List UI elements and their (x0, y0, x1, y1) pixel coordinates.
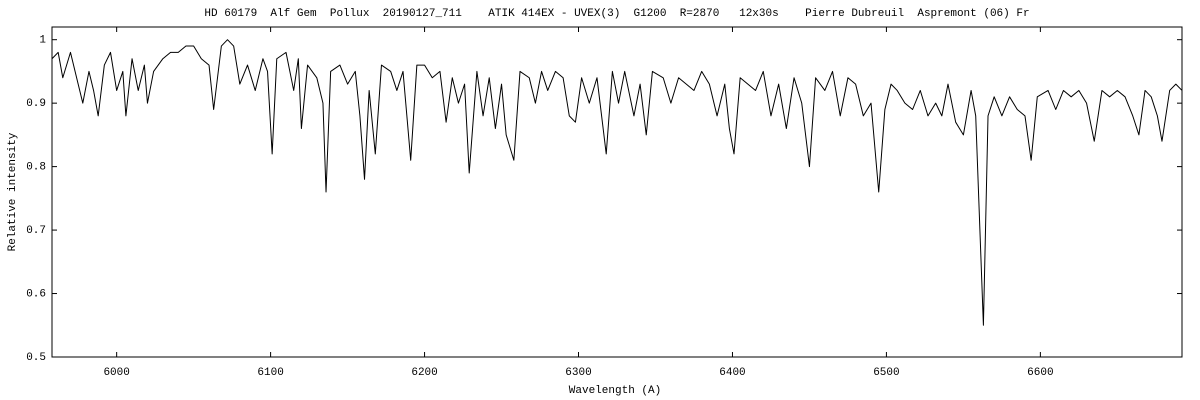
y-tick-label: 0.6 (26, 288, 46, 300)
y-tick-label: 1 (39, 35, 46, 47)
plot-frame (51, 26, 1183, 358)
y-tick-label: 0.5 (26, 352, 46, 364)
x-tick-label: 6600 (1027, 367, 1053, 379)
x-tick-label: 6300 (565, 367, 591, 379)
y-tick-label: 0.8 (26, 162, 46, 174)
y-tick-label: 0.9 (26, 98, 46, 110)
x-axis-label: Wavelength (A) (569, 385, 661, 397)
x-tick-label: 6200 (411, 367, 437, 379)
spectrum-line (51, 39, 1183, 326)
y-tick-label: 0.7 (26, 225, 46, 237)
x-tick-label: 6100 (257, 367, 283, 379)
x-tick-label: 6500 (873, 367, 899, 379)
chart-title: HD 60179 Alf Gem Pollux 20190127_711 ATI… (204, 8, 1029, 20)
x-tick-label: 6000 (103, 367, 129, 379)
y-axis-label: Relative intensity (7, 132, 19, 251)
x-tick-label: 6400 (719, 367, 745, 379)
